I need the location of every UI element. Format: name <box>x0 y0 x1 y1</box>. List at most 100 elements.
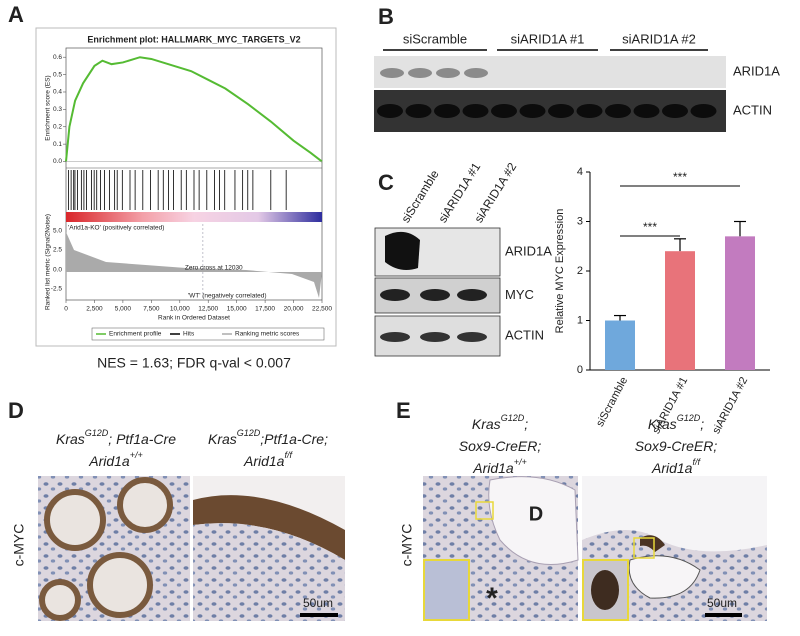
stained-epithelium <box>640 535 665 552</box>
band <box>380 332 410 342</box>
label-part: Kras <box>56 431 85 447</box>
label-part: Arid1a <box>88 453 130 469</box>
genotype-label: Arid1af/f <box>243 450 293 468</box>
band <box>408 68 432 78</box>
band <box>436 68 460 78</box>
band <box>457 289 487 301</box>
row-label: MYC <box>505 287 534 302</box>
chart-title: Enrichment plot: HALLMARK_MYC_TARGETS_V2 <box>87 34 300 44</box>
gland <box>39 579 81 621</box>
genotype-label: Arid1af/f <box>651 457 701 475</box>
legend-label: Hits <box>183 331 195 338</box>
row-label: ARID1A <box>733 63 780 78</box>
y-tick-label: 0.4 <box>53 89 62 96</box>
panel-label: D <box>8 398 24 423</box>
lower-y-tick-label: 0.0 <box>53 267 62 274</box>
y-tick-label: 2 <box>577 265 583 277</box>
stained-epithelium <box>193 495 345 560</box>
genotype-label: KrasG12D; Ptf1a-Cre <box>56 428 176 446</box>
y-axis-title: Enrichment score (ES) <box>45 75 52 140</box>
superscript: f/f <box>692 457 701 467</box>
x-axis-title: Rank in Ordered Dataset <box>158 315 230 322</box>
stained-cell <box>591 570 619 610</box>
lower-y-tick-label: 5.0 <box>53 228 62 235</box>
x-tick-label: 7,500 <box>143 306 160 313</box>
y-tick-label: 0.2 <box>53 123 62 130</box>
label-part: Sox9-CreER; <box>459 438 542 454</box>
x-tick-label: 15,000 <box>227 306 247 313</box>
gland <box>87 552 153 618</box>
band <box>576 104 603 118</box>
y-tick-label: 0.3 <box>53 106 62 113</box>
scale-label: 50um <box>303 596 333 610</box>
enrichment-line <box>65 56 323 163</box>
genotype-label: Arid1a+/+ <box>88 450 142 468</box>
superscript: +/+ <box>130 450 143 460</box>
band <box>491 104 517 118</box>
pos-label: 'Arid1a-KO' (positively correlated) <box>68 225 164 232</box>
band <box>380 289 410 301</box>
label-part: Kras <box>648 416 677 432</box>
band <box>457 332 487 342</box>
y-tick-label: 0 <box>577 364 583 376</box>
band <box>380 68 404 78</box>
band <box>420 332 450 342</box>
group-label: siARID1A #1 <box>511 31 585 46</box>
gland <box>117 477 173 533</box>
label-part: ;Ptf1a-Cre; <box>260 431 328 447</box>
duct-lumen <box>488 476 579 565</box>
legend-label: Ranking metric scores <box>235 331 300 338</box>
y-tick-label: 0.0 <box>53 158 62 165</box>
row-label: ACTIN <box>733 102 772 117</box>
stain-label: c-MYC <box>399 524 415 567</box>
label-part: Arid1a <box>651 460 693 476</box>
band <box>385 231 420 270</box>
y-tick-label: 0.1 <box>53 141 62 148</box>
gland <box>44 489 106 551</box>
panel-label: E <box>396 398 411 423</box>
summary: NES = 1.63; FDR q-val < 0.007 <box>97 355 291 371</box>
label-part: ; <box>700 416 704 432</box>
x-tick-label: 2,500 <box>86 306 103 313</box>
sig-label: *** <box>673 170 687 184</box>
blot-arid1a <box>374 56 726 88</box>
band <box>462 104 489 118</box>
genotype-label: Sox9-CreER; <box>459 438 542 454</box>
band <box>519 104 546 118</box>
band <box>548 104 574 118</box>
genotype-label: Arid1a+/+ <box>472 457 526 475</box>
duct-label: D <box>529 503 543 525</box>
label-part: Arid1a <box>472 460 514 476</box>
asterisk: * <box>486 582 498 615</box>
plot-frame <box>65 47 323 301</box>
row-label: ACTIN <box>505 327 544 342</box>
lower-y-tick-label: 2.5 <box>53 247 62 254</box>
x-tick-label: 17,500 <box>255 306 275 313</box>
x-tick-label: siScramble <box>594 375 630 429</box>
label-part: Kras <box>472 416 501 432</box>
x-tick-label: 22,500 <box>312 306 332 313</box>
genotype-label: KrasG12D;Ptf1a-Cre; <box>208 428 328 446</box>
band <box>434 104 460 118</box>
panel-label: A <box>8 2 24 27</box>
zoom-box <box>633 537 655 559</box>
y-tick-label: 0.6 <box>53 54 62 61</box>
lower-y-tick-label: -2.5 <box>51 286 63 293</box>
x-tick-label: siARID1A #2 <box>710 375 750 436</box>
x-tick-label: 20,000 <box>284 306 304 313</box>
stain-label: c-MYC <box>11 524 27 567</box>
superscript: G12D <box>237 428 261 438</box>
superscript: f/f <box>284 450 293 460</box>
y-tick-label: 3 <box>577 215 583 227</box>
band <box>377 104 403 118</box>
panel-label: C <box>378 170 394 195</box>
label-part: Arid1a <box>243 453 285 469</box>
x-tick-label: 12,500 <box>198 306 218 313</box>
genotype-label: KrasG12D; <box>472 413 528 431</box>
scale-label: 50um <box>707 596 737 610</box>
legend-label: Enrichment profile <box>109 331 162 338</box>
neg-label: 'WT' (negatively correlated) <box>188 293 267 300</box>
label-part: Sox9-CreER; <box>635 438 718 454</box>
group-label: siScramble <box>403 31 467 46</box>
sig-label: *** <box>643 220 657 234</box>
